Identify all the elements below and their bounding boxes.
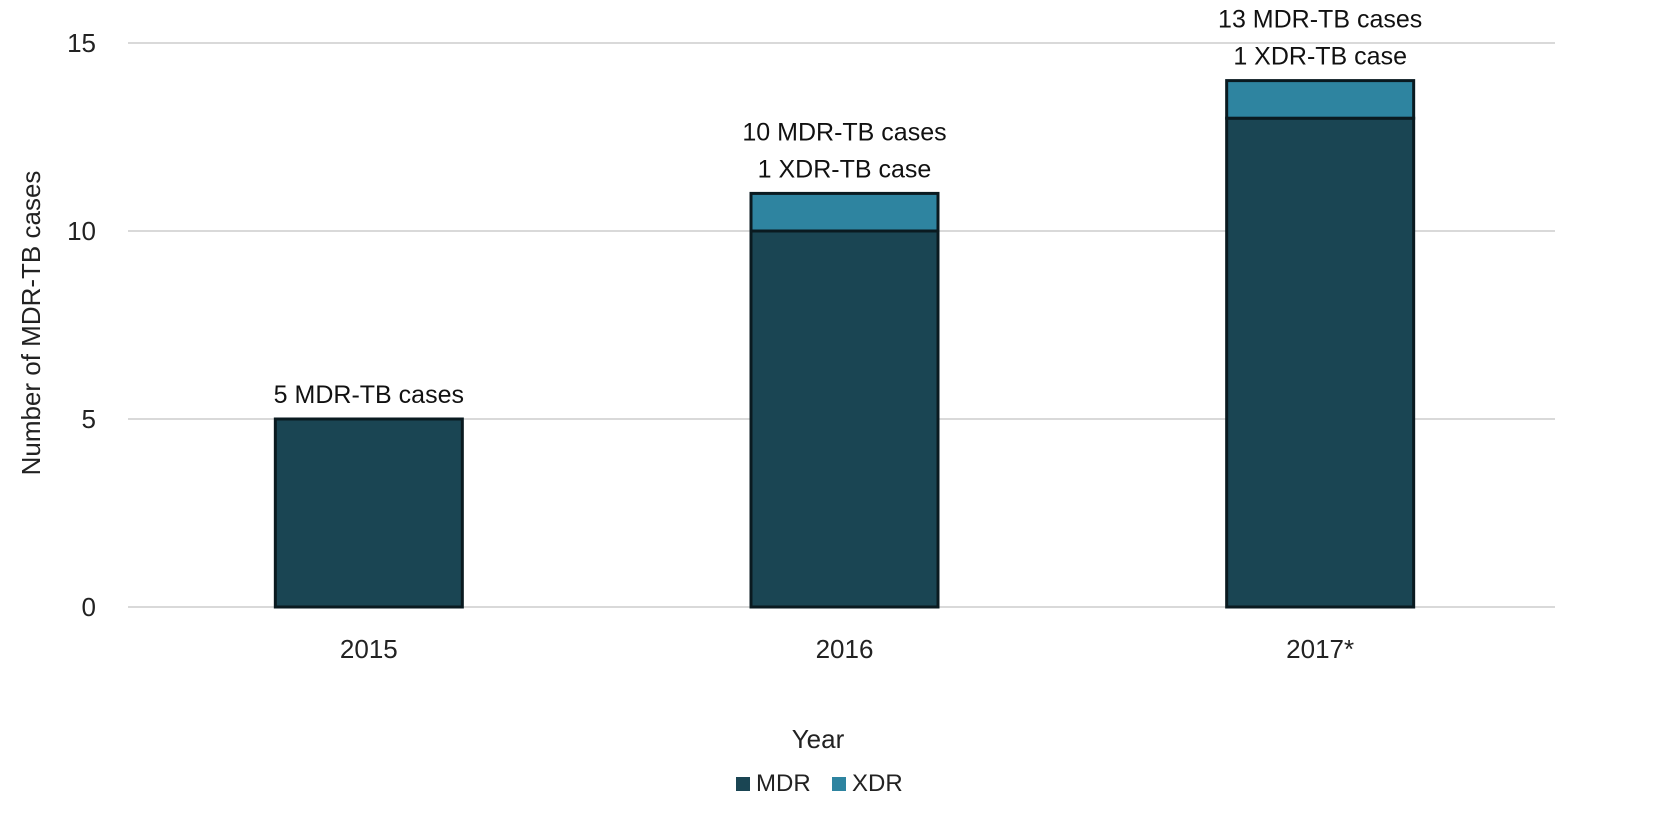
x-tick-label: 2015: [340, 634, 398, 664]
y-tick-label: 0: [82, 592, 96, 622]
legend-label-mdr: MDR: [756, 770, 811, 797]
bar-annotation: 13 MDR-TB cases: [1218, 6, 1422, 34]
x-tick-label: 2017*: [1286, 634, 1354, 664]
legend: MDR XDR: [736, 770, 903, 797]
legend-label-xdr: XDR: [852, 770, 903, 797]
bars: [273, 79, 1416, 609]
bar-mdr-2016: [749, 229, 940, 609]
y-tick-label: 10: [67, 216, 96, 246]
y-axis-ticks: 0 5 10 15: [67, 28, 96, 622]
bar-annotation: 1 XDR-TB case: [758, 155, 932, 183]
x-axis-title: Year: [792, 724, 845, 754]
x-axis-ticks: 2015 2016 2017*: [340, 634, 1354, 664]
legend-swatch-mdr: [736, 777, 750, 791]
y-tick-label: 5: [82, 404, 96, 434]
bar-xdr-2016: [749, 191, 940, 233]
x-tick-label: 2016: [816, 634, 874, 664]
bar-annotations: 5 MDR-TB cases 10 MDR-TB cases 1 XDR-TB ca…: [274, 6, 1423, 409]
bar-annotation: 10 MDR-TB cases: [742, 118, 946, 146]
bar-xdr-2017: [1225, 79, 1416, 120]
bar-mdr-2015: [273, 417, 464, 609]
y-tick-label: 15: [67, 28, 96, 58]
y-axis-title: Number of MDR-TB cases: [16, 171, 46, 476]
bar-annotation: 5 MDR-TB cases: [274, 381, 464, 409]
legend-swatch-xdr: [832, 777, 846, 791]
bar-mdr-2017: [1225, 116, 1416, 609]
bar-annotation: 1 XDR-TB case: [1233, 43, 1407, 71]
